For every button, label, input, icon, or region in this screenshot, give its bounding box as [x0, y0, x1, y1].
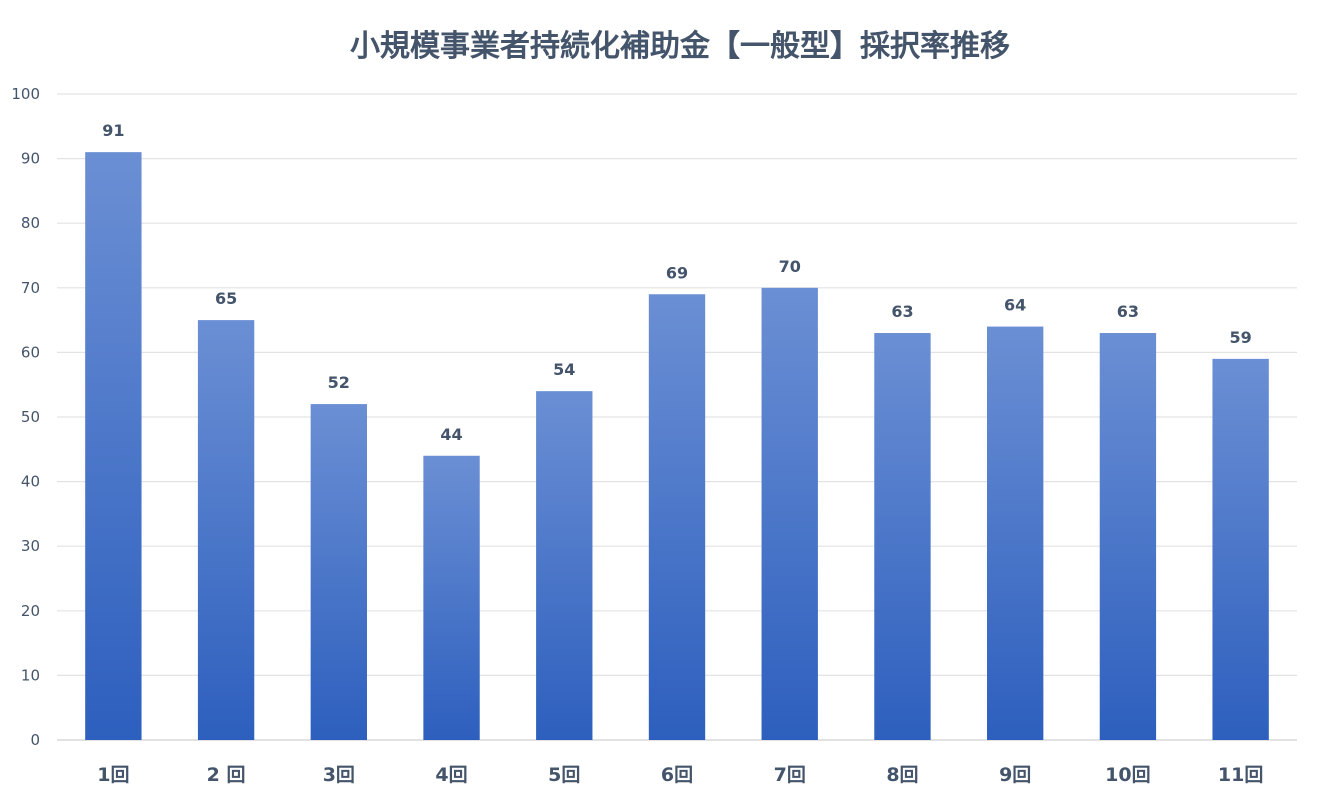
- bar: [1212, 358, 1269, 740]
- y-tick-label: 100: [11, 85, 40, 103]
- x-tick-label: 9回: [999, 764, 1031, 786]
- y-tick-label: 30: [21, 537, 40, 555]
- data-label: 69: [666, 263, 688, 282]
- data-label: 70: [779, 257, 801, 276]
- data-label: 64: [1004, 296, 1026, 315]
- x-tick-label: 3回: [323, 764, 355, 786]
- y-tick-label: 90: [21, 150, 40, 168]
- bar: [874, 333, 931, 740]
- x-tick-label: 1回: [97, 764, 129, 786]
- x-tick-label: 6回: [661, 764, 693, 786]
- data-label: 91: [102, 121, 124, 140]
- y-tick-label: 40: [21, 473, 40, 491]
- bar: [761, 287, 818, 740]
- y-tick-label: 60: [21, 343, 40, 361]
- bar: [310, 404, 367, 740]
- chart-title: 小規模事業者持続化補助金【一般型】採択率推移: [350, 29, 1010, 64]
- y-tick-label: 0: [30, 731, 40, 749]
- bar: [423, 455, 480, 740]
- y-tick-label: 20: [21, 602, 40, 620]
- x-tick-label: 11回: [1218, 764, 1263, 786]
- data-label: 65: [215, 289, 237, 308]
- data-label: 63: [1117, 302, 1139, 321]
- bar: [536, 391, 593, 740]
- bar: [197, 320, 255, 740]
- y-tick-label: 80: [21, 214, 40, 232]
- x-tick-label: 4回: [435, 764, 467, 786]
- data-label: 59: [1230, 328, 1252, 347]
- bar: [85, 152, 142, 740]
- bar: [1099, 333, 1157, 740]
- bars: [85, 152, 1269, 740]
- bar: [648, 294, 706, 740]
- x-axis-ticks: 1回 2 回 3回 4回 5回 6回 7回 8回 9回 10回 11回: [97, 764, 1263, 786]
- y-axis-ticks: 0 10 20 30 40 50 60 70 80 90 100: [11, 85, 40, 749]
- x-tick-label: 10回: [1105, 764, 1150, 786]
- data-label: 54: [553, 360, 575, 379]
- data-label: 52: [328, 373, 350, 392]
- data-label: 63: [891, 302, 913, 321]
- y-tick-label: 50: [21, 408, 40, 426]
- x-tick-label: 2 回: [207, 764, 246, 786]
- y-tick-label: 70: [21, 279, 40, 297]
- x-tick-label: 5回: [548, 764, 580, 786]
- x-tick-label: 8回: [886, 764, 918, 786]
- y-tick-label: 10: [21, 666, 40, 684]
- data-labels: 91 65 52 44 54 69 70 63 64 63 59: [102, 121, 1252, 444]
- data-label: 44: [440, 425, 462, 444]
- bar: [987, 326, 1044, 740]
- x-tick-label: 7回: [774, 764, 806, 786]
